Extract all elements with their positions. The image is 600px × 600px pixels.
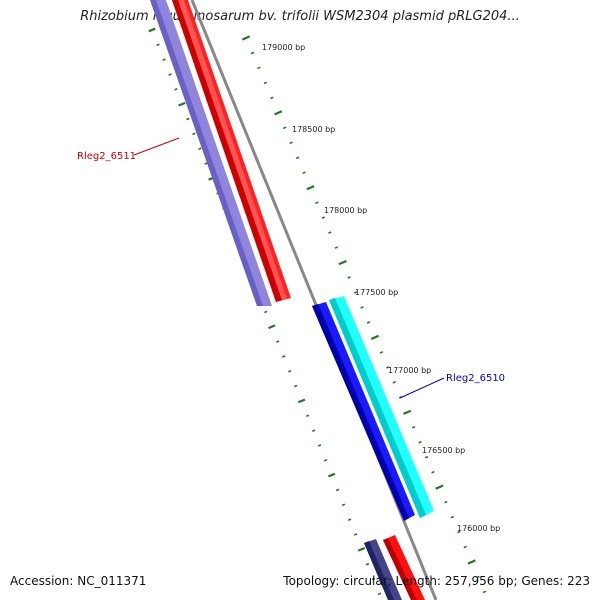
minor-tick bbox=[431, 470, 435, 474]
minor-tick bbox=[270, 96, 274, 100]
minor-tick bbox=[306, 414, 310, 418]
tick-label: 178500 bp bbox=[292, 125, 335, 134]
minor-tick bbox=[371, 577, 376, 581]
minor-tick bbox=[411, 425, 416, 429]
minor-tick bbox=[257, 66, 261, 70]
minor-tick bbox=[282, 355, 286, 358]
minor-tick bbox=[379, 351, 384, 354]
gene-feature-navy[interactable] bbox=[364, 539, 402, 600]
minor-tick bbox=[335, 488, 340, 492]
minor-tick bbox=[156, 43, 160, 47]
minor-tick bbox=[353, 291, 358, 294]
minor-tick bbox=[347, 518, 352, 521]
major-tick bbox=[274, 110, 283, 116]
tick-label: 177000 bp bbox=[388, 366, 431, 375]
minor-tick bbox=[323, 458, 328, 462]
major-tick bbox=[357, 546, 366, 552]
minor-tick bbox=[275, 340, 280, 343]
minor-tick bbox=[289, 141, 293, 145]
gene-label-text-rleg2-6510: Rleg2_6510 bbox=[446, 373, 505, 384]
minor-tick bbox=[186, 117, 190, 121]
major-tick bbox=[338, 259, 347, 266]
major-tick bbox=[148, 27, 156, 33]
major-tick bbox=[241, 35, 251, 41]
minor-tick bbox=[334, 246, 338, 249]
minor-tick bbox=[168, 73, 172, 76]
minor-tick bbox=[315, 201, 319, 205]
minor-tick bbox=[282, 126, 287, 130]
gene-label-rleg2-6510[interactable]: Rleg2_6510 bbox=[399, 373, 505, 399]
minor-tick bbox=[418, 440, 422, 444]
major-tick bbox=[268, 324, 276, 330]
gene-label-text-rleg2-6511: Rleg2_6511 bbox=[77, 151, 136, 162]
minor-tick bbox=[311, 429, 316, 432]
major-tick bbox=[297, 398, 306, 404]
gene-feature-cyan[interactable] bbox=[329, 296, 434, 518]
minor-tick bbox=[264, 310, 268, 314]
minor-tick bbox=[162, 58, 166, 61]
minor-tick bbox=[293, 384, 298, 388]
gene-feature-purple[interactable] bbox=[150, 0, 272, 306]
accession-text: Accession: NC_011371 bbox=[10, 574, 147, 588]
gene-feature-rleg2-6511[interactable] bbox=[172, 0, 291, 302]
minor-tick bbox=[482, 590, 487, 594]
tick-label: 179000 bp bbox=[262, 43, 305, 52]
major-tick bbox=[403, 409, 412, 415]
minor-tick bbox=[424, 455, 429, 459]
minor-tick bbox=[476, 575, 480, 579]
minor-tick bbox=[377, 592, 382, 596]
tick-label: 178000 bp bbox=[324, 206, 367, 215]
tick-label: 177500 bp bbox=[355, 288, 398, 297]
minor-tick bbox=[250, 51, 255, 55]
minor-tick bbox=[353, 533, 358, 536]
major-tick bbox=[435, 484, 444, 490]
minor-tick bbox=[360, 306, 364, 309]
minor-tick bbox=[463, 545, 467, 549]
major-tick bbox=[370, 334, 380, 341]
minor-tick bbox=[288, 369, 292, 373]
minor-tick bbox=[198, 147, 202, 151]
summary-text: Topology: circular; Length: 257,956 bp; … bbox=[283, 574, 590, 588]
tick-label: 176000 bp bbox=[457, 524, 500, 533]
inner-scale-track bbox=[241, 35, 487, 594]
gene-feature-rleg2-6510[interactable] bbox=[312, 302, 415, 521]
major-tick bbox=[327, 472, 336, 478]
minor-tick bbox=[317, 444, 322, 447]
minor-tick bbox=[263, 81, 268, 85]
minor-tick bbox=[444, 500, 448, 504]
gene-feature-red-bottom[interactable] bbox=[383, 535, 425, 600]
gene-label-rleg2-6511[interactable]: Rleg2_6511 bbox=[77, 137, 180, 162]
minor-tick bbox=[328, 231, 332, 234]
minor-tick bbox=[347, 276, 351, 279]
minor-tick bbox=[174, 88, 178, 91]
tick-labels: 179000 bp 178500 bp 178000 bp 177500 bp … bbox=[262, 43, 500, 533]
minor-tick bbox=[386, 366, 390, 369]
major-tick bbox=[467, 559, 476, 565]
minor-tick bbox=[341, 503, 346, 507]
major-tick bbox=[178, 101, 186, 107]
minor-tick bbox=[450, 515, 455, 519]
tick-label: 176500 bp bbox=[422, 446, 465, 455]
minor-tick bbox=[192, 132, 196, 136]
minor-tick bbox=[302, 171, 306, 175]
minor-tick bbox=[392, 380, 396, 384]
minor-tick bbox=[457, 530, 461, 534]
minor-tick bbox=[321, 216, 326, 219]
minor-tick bbox=[365, 562, 370, 566]
minor-tick bbox=[366, 321, 371, 324]
minor-tick bbox=[295, 156, 300, 160]
minor-tick bbox=[204, 162, 208, 165]
major-tick bbox=[306, 185, 315, 191]
